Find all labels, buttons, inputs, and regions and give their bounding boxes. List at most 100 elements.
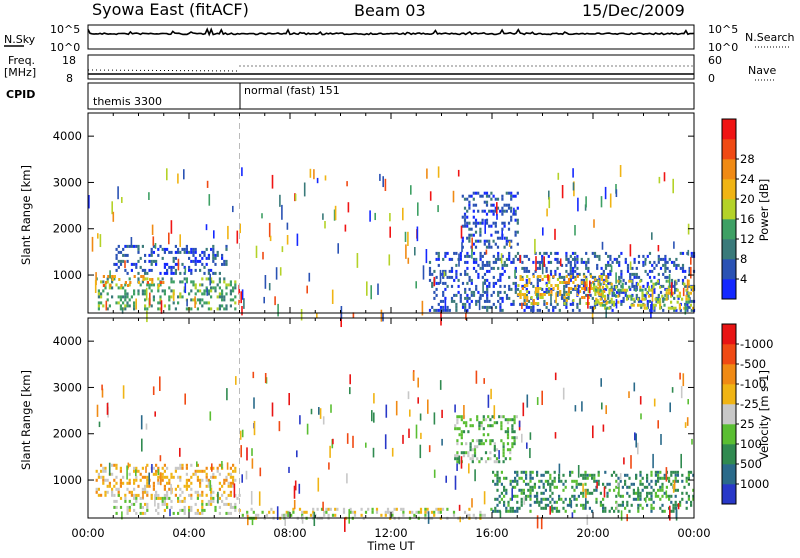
- range-cell: [528, 278, 531, 281]
- range-cell: [475, 299, 478, 303]
- range-cell: [572, 299, 575, 302]
- range-cell: [456, 415, 459, 419]
- range-cell: [604, 287, 608, 291]
- range-cell: [478, 427, 481, 431]
- range-cell: [514, 290, 517, 294]
- range-cell: [549, 500, 552, 504]
- y-tick-label: 4000: [53, 129, 82, 143]
- range-cell: [667, 306, 670, 310]
- range-cell: [216, 469, 219, 473]
- range-cell: [163, 493, 166, 497]
- range-cell: [464, 308, 467, 312]
- range-cell: [475, 370, 478, 384]
- range-cell: [597, 279, 600, 283]
- range-cell: [538, 278, 542, 282]
- range-cell: [514, 476, 517, 480]
- range-cell: [494, 305, 498, 309]
- range-cell: [371, 507, 374, 511]
- range-cell: [505, 491, 508, 495]
- range-cell: [595, 479, 598, 483]
- range-cell: [157, 511, 160, 515]
- range-cell: [602, 497, 605, 501]
- power-cbar-label: Power [dB]: [757, 179, 771, 242]
- range-cell: [172, 289, 175, 293]
- range-cell: [613, 284, 616, 288]
- range-cell: [155, 469, 158, 473]
- range-cell: [646, 476, 649, 480]
- range-cell: [538, 500, 541, 504]
- range-cell: [433, 290, 436, 294]
- range-cell: [687, 494, 690, 498]
- range-cell: [635, 293, 638, 297]
- range-cell: [214, 271, 217, 275]
- colorbar-segment: [722, 404, 736, 425]
- range-cell: [661, 485, 664, 489]
- range-cell: [476, 457, 479, 461]
- range-cell: [135, 466, 138, 470]
- range-cell: [648, 299, 652, 303]
- range-cell: [686, 251, 689, 255]
- range-cell: [584, 281, 586, 292]
- range-cell: [217, 491, 219, 504]
- range-cell: [544, 506, 547, 510]
- range-cell: [529, 491, 532, 495]
- range-cell: [576, 254, 579, 258]
- range-cell: [556, 257, 559, 261]
- range-cell: [585, 266, 588, 270]
- range-cell: [431, 281, 434, 285]
- range-cell: [183, 169, 185, 180]
- range-cell: [437, 251, 440, 255]
- range-cell: [556, 251, 559, 255]
- range-cell: [277, 303, 279, 317]
- range-cell: [115, 487, 118, 491]
- range-cell: [642, 254, 645, 258]
- range-cell: [483, 305, 487, 309]
- range-cell: [684, 304, 687, 315]
- range-cell: [287, 510, 291, 514]
- range-cell: [232, 463, 235, 467]
- range-cell: [100, 280, 103, 284]
- range-cell: [530, 296, 533, 299]
- range-cell: [331, 513, 335, 517]
- range-cell: [492, 509, 495, 513]
- range-cell: [485, 221, 489, 225]
- range-cell: [612, 303, 615, 307]
- range-cell: [525, 497, 528, 501]
- range-cell: [576, 272, 579, 276]
- range-cell: [151, 224, 154, 235]
- range-cell: [581, 401, 583, 412]
- range-cell: [577, 482, 580, 486]
- range-cell: [207, 292, 210, 296]
- range-cell: [606, 300, 609, 304]
- range-cell: [526, 275, 529, 278]
- range-cell: [505, 293, 509, 297]
- range-cell: [188, 265, 191, 269]
- range-cell: [469, 418, 472, 422]
- range-cell: [466, 215, 469, 219]
- range-cell: [610, 473, 613, 477]
- range-cell: [148, 283, 151, 287]
- range-cell: [662, 296, 665, 300]
- range-cell: [495, 421, 499, 425]
- range-cell: [507, 206, 511, 210]
- range-cell: [223, 259, 226, 263]
- range-cell: [465, 424, 468, 428]
- range-cell: [166, 262, 169, 266]
- range-cell: [664, 263, 667, 267]
- range-cell: [234, 505, 237, 509]
- range-cell: [494, 230, 497, 234]
- range-cell: [479, 227, 482, 231]
- range-cell: [498, 500, 501, 504]
- range-cell: [254, 513, 258, 517]
- range-cell: [234, 301, 237, 305]
- range-cell: [599, 288, 602, 292]
- range-cell: [456, 460, 459, 464]
- range-cell: [564, 485, 567, 489]
- range-cell: [407, 231, 409, 246]
- range-cell: [545, 281, 548, 285]
- range-cell: [483, 242, 486, 246]
- range-cell: [597, 473, 600, 477]
- range-cell: [454, 404, 456, 413]
- range-cell: [148, 268, 151, 272]
- range-cell: [448, 275, 451, 279]
